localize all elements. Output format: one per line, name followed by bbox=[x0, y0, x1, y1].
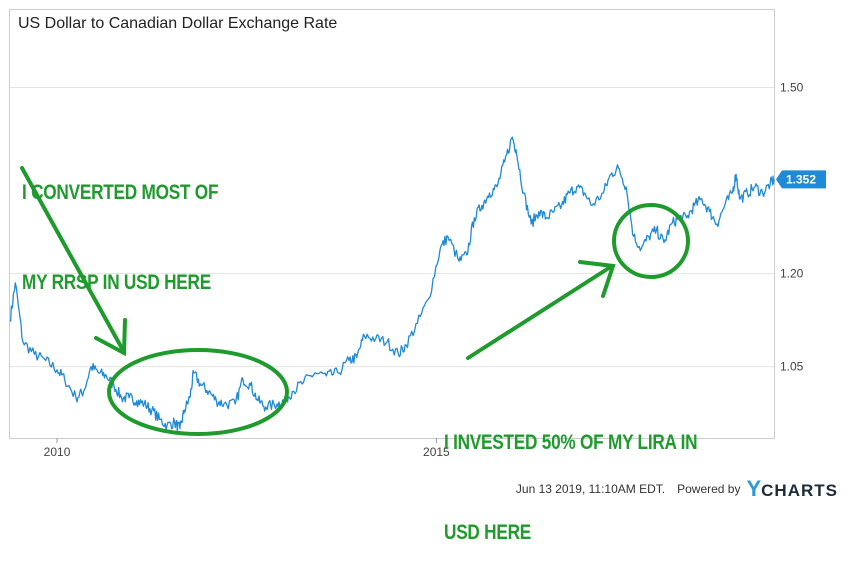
chart-title-box: US Dollar to Canadian Dollar Exchange Ra… bbox=[10, 10, 346, 37]
annotation-left-line-2: MY RRSP IN USD HERE bbox=[22, 271, 211, 294]
usd-cad-line bbox=[9, 136, 775, 432]
y-tick-label: 1.50 bbox=[780, 81, 804, 95]
chart-title: US Dollar to Canadian Dollar Exchange Ra… bbox=[18, 14, 338, 32]
gridlines bbox=[10, 87, 774, 368]
x-tick-label: 2015 bbox=[423, 445, 450, 459]
footer-powered-by: Powered by bbox=[677, 482, 741, 496]
y-axis: 1.05 1.20 1.50 bbox=[780, 81, 804, 374]
arrow-right-shaft bbox=[466, 264, 614, 360]
exchange-rate-chart: 2010 2015 1.05 1.20 1.50 1.352 bbox=[9, 9, 826, 459]
circle-right-annotation bbox=[612, 203, 690, 279]
circle-left-annotation bbox=[107, 348, 289, 436]
annotation-left-line-1: I CONVERTED MOST OF bbox=[22, 181, 219, 204]
last-value-badge: 1.352 bbox=[776, 170, 826, 189]
x-tick-label: 2010 bbox=[44, 445, 71, 459]
last-value-badge-shape bbox=[776, 170, 826, 189]
plot-frame bbox=[9, 9, 775, 439]
annotation-right: I INVESTED 50% OF MY LIRA IN USD HERE bbox=[444, 368, 698, 578]
annotation-right-line-1: I INVESTED 50% OF MY LIRA IN bbox=[444, 431, 698, 454]
annotation-right-line-2: USD HERE bbox=[444, 521, 532, 544]
y-tick-label: 1.20 bbox=[780, 267, 804, 281]
footer-timestamp: Jun 13 2019, 11:10AM EDT. bbox=[515, 482, 666, 496]
ycharts-logo-y: Y bbox=[746, 476, 762, 501]
annotation-marks bbox=[20, 166, 690, 436]
last-value-label: 1.352 bbox=[786, 172, 816, 186]
ycharts-logo[interactable]: Y CHARTS bbox=[746, 476, 838, 502]
arrow-left-head bbox=[94, 318, 127, 357]
x-axis: 2010 2015 bbox=[44, 438, 450, 459]
ycharts-logo-text: CHARTS bbox=[761, 481, 838, 500]
y-tick-label: 1.05 bbox=[780, 360, 804, 374]
annotation-left: I CONVERTED MOST OF MY RRSP IN USD HERE bbox=[22, 118, 218, 328]
arrow-right-head bbox=[578, 260, 616, 298]
arrow-left-shaft bbox=[20, 166, 126, 354]
chart-footer: Jun 13 2019, 11:10AM EDT. Powered by Y C… bbox=[516, 476, 838, 502]
